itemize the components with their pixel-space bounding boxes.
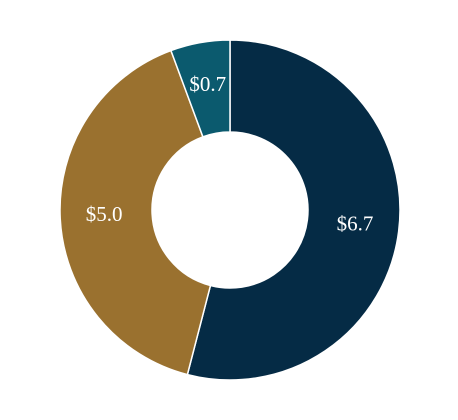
donut-slice bbox=[186, 39, 401, 381]
slice-label: $5.0 bbox=[86, 202, 123, 226]
donut-slice bbox=[169, 39, 231, 138]
slice-label: $0.7 bbox=[189, 72, 226, 96]
slice-label: $6.7 bbox=[337, 212, 374, 236]
donut-slice bbox=[59, 49, 212, 376]
